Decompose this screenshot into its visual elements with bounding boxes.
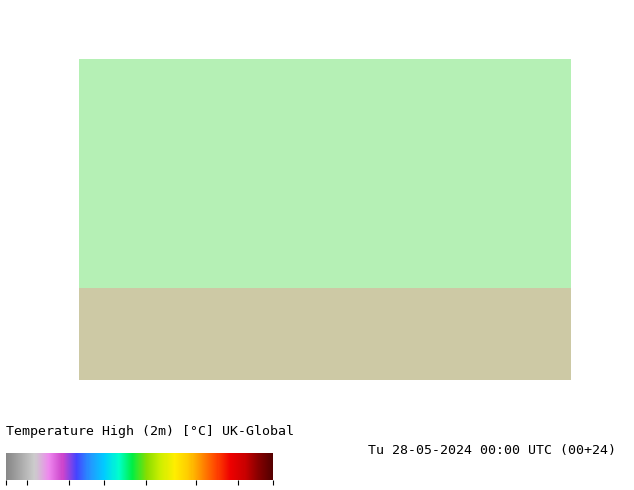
- Text: Tu 28-05-2024 00:00 UTC (00+24): Tu 28-05-2024 00:00 UTC (00+24): [368, 444, 616, 457]
- Text: Temperature High (2m) [°C] UK-Global: Temperature High (2m) [°C] UK-Global: [6, 425, 294, 438]
- Polygon shape: [79, 288, 571, 379]
- Polygon shape: [79, 59, 571, 311]
